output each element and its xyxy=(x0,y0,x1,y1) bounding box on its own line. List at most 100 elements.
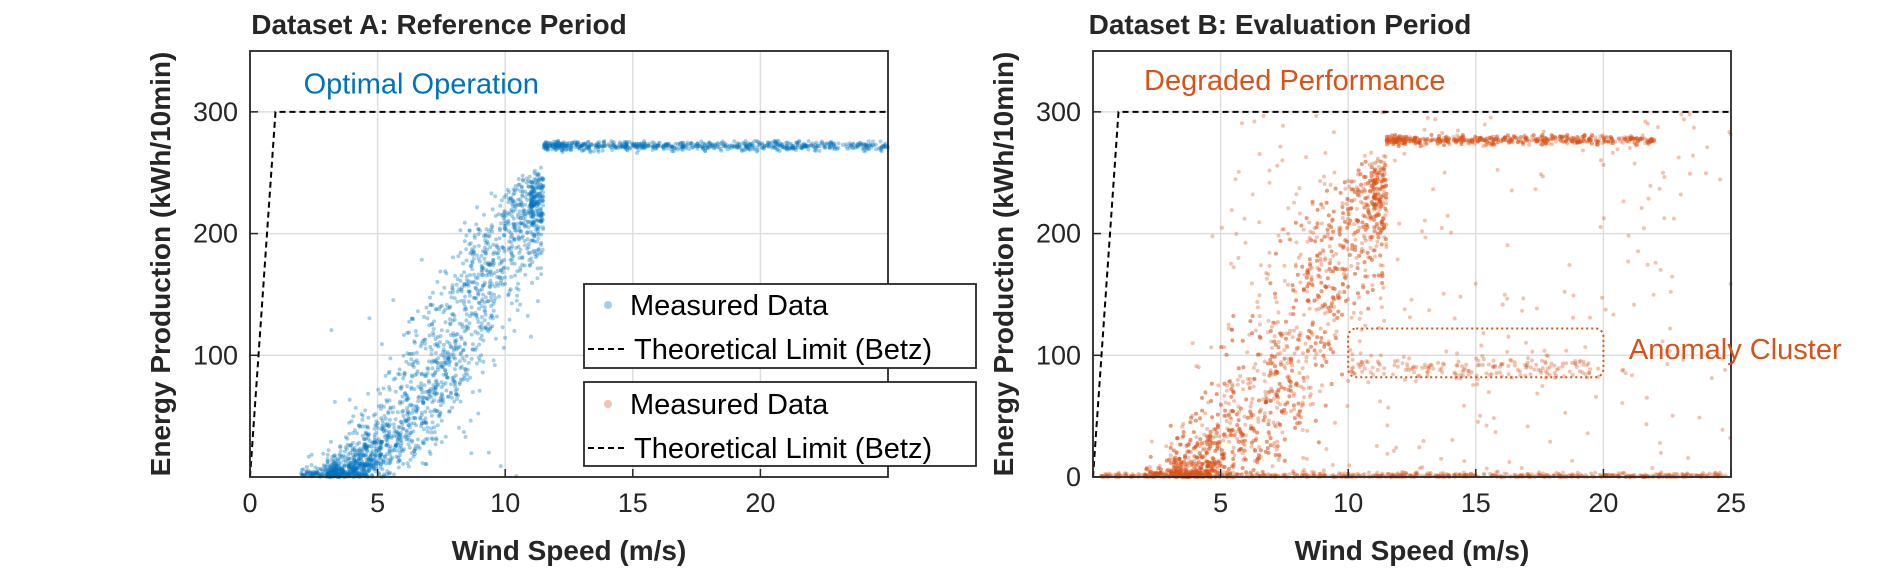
scatter-point xyxy=(1308,385,1313,390)
scatter-point xyxy=(689,141,694,146)
scatter-point xyxy=(1186,455,1191,460)
scatter-point xyxy=(509,274,514,279)
scatter-point xyxy=(431,333,436,338)
scatter-point xyxy=(1343,186,1348,191)
scatter-point xyxy=(412,339,417,344)
scatter-point xyxy=(577,145,582,150)
scatter-point xyxy=(671,149,676,154)
scatter-point xyxy=(1205,439,1209,444)
scatter-point xyxy=(364,472,369,477)
scatter-point xyxy=(378,439,383,444)
scatter-point xyxy=(415,309,420,314)
scatter-point xyxy=(443,307,447,312)
scatter-point xyxy=(690,145,695,150)
panel-a-scatter-points xyxy=(299,139,890,479)
scatter-point xyxy=(1571,135,1576,140)
scatter-point xyxy=(1188,437,1193,442)
scatter-point xyxy=(1536,138,1541,143)
scatter-point xyxy=(1337,229,1342,234)
scatter-point xyxy=(1250,314,1255,318)
scatter-point xyxy=(535,201,540,206)
scatter-point xyxy=(430,366,435,371)
scatter-point xyxy=(477,388,482,393)
scatter-point xyxy=(429,413,434,418)
scatter-point xyxy=(474,361,479,366)
scatter-point xyxy=(496,245,501,250)
scatter-point xyxy=(489,223,494,228)
scatter-point xyxy=(661,147,666,152)
scatter-point xyxy=(1203,411,1208,416)
scatter-point xyxy=(350,446,355,451)
scatter-point xyxy=(427,392,432,396)
scatter-point xyxy=(742,142,747,146)
scatter-point xyxy=(1347,221,1352,226)
scatter-point xyxy=(428,387,433,391)
scatter-point xyxy=(427,380,431,385)
scatter-point xyxy=(1148,454,1153,459)
scatter-point xyxy=(1377,197,1381,202)
scatter-point xyxy=(1331,253,1336,258)
scatter-point xyxy=(402,447,406,452)
scatter-point xyxy=(1286,231,1291,236)
scatter-point xyxy=(509,301,514,306)
scatter-point xyxy=(1371,248,1376,253)
scatter-point xyxy=(1319,383,1324,388)
scatter-point xyxy=(447,355,452,360)
scatter-point xyxy=(487,233,492,238)
scatter-point xyxy=(1327,261,1332,266)
scatter-point xyxy=(1292,328,1296,333)
scatter-point xyxy=(490,207,495,212)
scatter-point xyxy=(463,367,468,372)
scatter-point xyxy=(1249,400,1254,405)
scatter-point xyxy=(1248,409,1253,414)
scatter-point xyxy=(511,199,516,204)
scatter-point xyxy=(1308,229,1313,234)
legend-2-measured-label: Measured Data xyxy=(630,389,829,421)
scatter-point xyxy=(530,281,535,285)
scatter-point xyxy=(430,437,435,442)
scatter-point xyxy=(347,420,352,425)
scatter-point xyxy=(1251,365,1256,370)
scatter-point xyxy=(725,147,730,152)
scatter-point xyxy=(521,178,526,183)
scatter-point xyxy=(411,365,416,369)
scatter-point xyxy=(1315,253,1320,258)
scatter-point xyxy=(773,140,778,145)
scatter-point xyxy=(535,229,540,234)
scatter-point xyxy=(458,399,463,404)
scatter-point xyxy=(531,214,536,219)
scatter-point xyxy=(1369,235,1374,240)
scatter-point xyxy=(469,263,474,268)
scatter-point xyxy=(752,139,757,144)
scatter-point xyxy=(1256,419,1261,424)
scatter-point xyxy=(1357,295,1362,300)
scatter-point xyxy=(784,145,789,150)
scatter-point xyxy=(1248,377,1253,381)
x-tick-label: 15 xyxy=(618,488,648,518)
scatter-point xyxy=(369,453,373,458)
scatter-point xyxy=(545,144,549,149)
scatter-point xyxy=(488,325,493,330)
scatter-point xyxy=(326,448,331,453)
scatter-point xyxy=(439,363,443,368)
scatter-point xyxy=(488,315,493,320)
scatter-point xyxy=(470,347,475,352)
scatter-point xyxy=(1226,401,1231,406)
legend-2-betz-label: Theoretical Limit (Betz) xyxy=(634,433,932,465)
scatter-point xyxy=(381,421,385,426)
legend-1-betz-label: Theoretical Limit (Betz) xyxy=(634,334,932,366)
scatter-point xyxy=(530,215,534,220)
scatter-point xyxy=(572,140,577,145)
x-tick-label: 10 xyxy=(490,488,520,518)
scatter-point xyxy=(413,443,418,448)
scatter-point xyxy=(669,147,673,152)
scatter-point xyxy=(537,191,542,196)
scatter-point xyxy=(415,408,419,413)
scatter-point xyxy=(416,444,421,449)
scatter-point xyxy=(385,443,390,448)
scatter-point xyxy=(473,286,478,291)
scatter-point xyxy=(405,330,410,335)
scatter-point xyxy=(542,141,547,146)
scatter-point xyxy=(1424,141,1429,146)
scatter-point xyxy=(540,194,545,199)
